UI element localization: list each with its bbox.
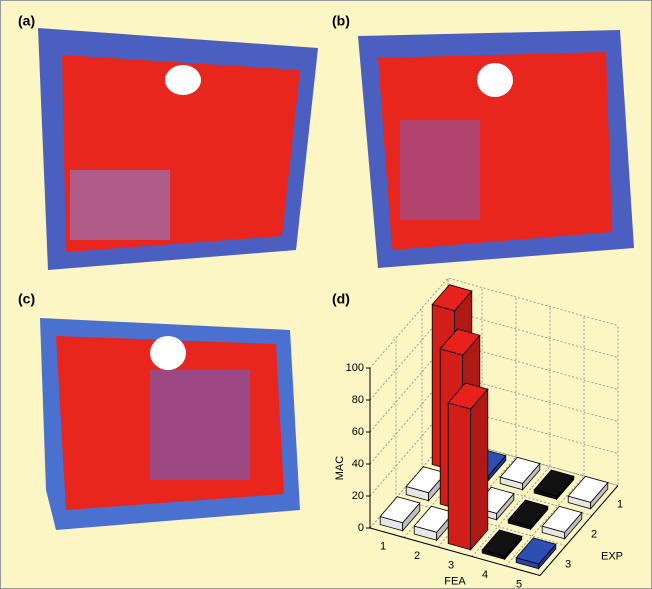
- x-tick-label: 4: [482, 569, 488, 581]
- panel-label: (c): [18, 291, 35, 307]
- panel-label: (b): [332, 13, 350, 29]
- panel-label: (d): [332, 291, 350, 307]
- z-tick-label: 20: [352, 490, 364, 502]
- x-tick-label: 2: [414, 550, 420, 562]
- panel-label: (a): [18, 13, 35, 29]
- x-tick-label: 1: [380, 541, 386, 553]
- point-cloud-c: [40, 318, 300, 530]
- bar-side: [471, 389, 488, 550]
- x-tick-label: 3: [448, 560, 454, 572]
- x-tick-label: 5: [516, 579, 522, 589]
- x-axis-label: FEA: [444, 576, 466, 588]
- z-tick-label: 100: [346, 362, 364, 374]
- y-tick-label: 3: [565, 558, 571, 570]
- point-cloud-b: [358, 30, 634, 268]
- y-axis-label: EXP: [601, 550, 623, 562]
- y-tick-label: 1: [617, 498, 623, 510]
- z-axis-label: MAC: [334, 456, 346, 481]
- z-tick-label: 60: [352, 426, 364, 438]
- page: {"panels": [{"label": "(a)"}, {"label": …: [0, 0, 652, 589]
- z-tick-label: 80: [352, 394, 364, 406]
- figure: (a) (b) (c) (d) 0 20 40 60 80 100 1 2 3 4 5 1 2 3 MAC F…: [0, 0, 652, 589]
- z-tick-label: 0: [358, 522, 364, 534]
- y-tick-label: 2: [591, 528, 597, 540]
- bar-front: [448, 403, 470, 550]
- point-cloud-a: [38, 28, 318, 270]
- z-tick-label: 40: [352, 458, 364, 470]
